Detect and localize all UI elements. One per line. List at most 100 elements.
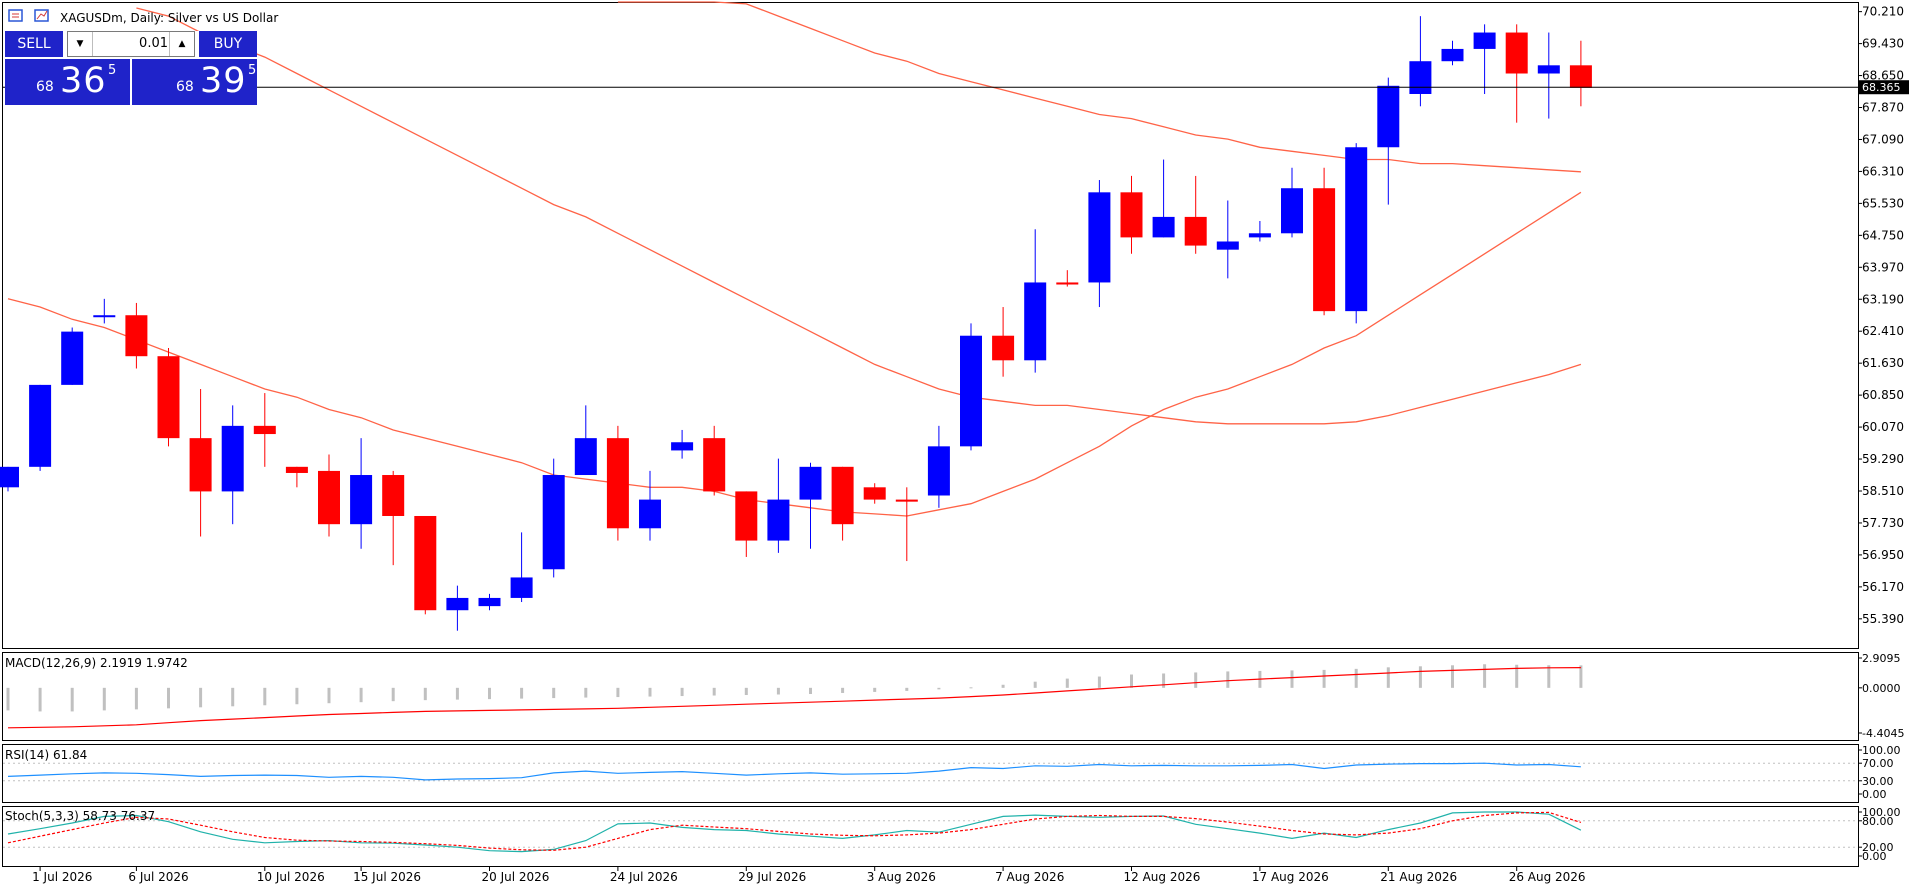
time-tick-label: 6 Jul 2026 xyxy=(128,870,188,884)
candle xyxy=(1216,200,1239,279)
macd-histogram-bar xyxy=(1194,672,1198,688)
price-axis: 70.210 69.430 68.650 67.870 67.090 66.310 65.5… xyxy=(1858,5,1904,626)
candle xyxy=(1473,24,1496,94)
price-tick-label: 60.850 xyxy=(1862,388,1904,402)
candle-body xyxy=(1088,192,1111,283)
macd-histogram-bar xyxy=(38,687,42,712)
macd-histogram-bar xyxy=(199,687,203,708)
candle xyxy=(1088,180,1111,308)
price-tick-label: 61.630 xyxy=(1862,356,1904,370)
current-price-label: 68.365 xyxy=(1859,80,1909,95)
candle xyxy=(542,458,565,578)
candle xyxy=(1377,77,1400,205)
candle xyxy=(382,470,405,566)
candle-body xyxy=(1377,85,1400,148)
rsi-panel[interactable] xyxy=(2,744,1859,803)
candle xyxy=(1441,40,1464,66)
price-tick-label: 59.290 xyxy=(1862,452,1904,466)
macd-histogram-bar xyxy=(359,687,363,703)
macd-histogram-bar xyxy=(1515,664,1519,688)
macd-histogram-bar xyxy=(1226,671,1230,688)
candle-body xyxy=(863,487,886,500)
macd-histogram-bar xyxy=(1130,674,1133,688)
candle-body xyxy=(1473,32,1496,49)
macd-histogram-bar xyxy=(1483,664,1487,688)
macd-histogram-bar xyxy=(1354,668,1358,688)
macd-histogram-bar xyxy=(1097,676,1101,688)
macd-histogram-bar xyxy=(391,687,395,702)
macd-histogram-bar xyxy=(712,687,716,696)
candle-body xyxy=(1056,282,1079,285)
macd-histogram-bar xyxy=(455,687,459,700)
candle-body xyxy=(1281,188,1303,234)
macd-histogram-bar xyxy=(1386,667,1390,688)
candle xyxy=(831,466,854,541)
stoch-signal-line xyxy=(7,811,1582,851)
chart-icon-line xyxy=(36,10,48,20)
candle-body xyxy=(799,466,822,500)
candle xyxy=(285,466,308,488)
macd-histogram-bar xyxy=(1290,670,1294,688)
candle xyxy=(446,585,469,631)
stoch-panel[interactable] xyxy=(2,806,1859,867)
macd-histogram-bar xyxy=(1162,673,1166,688)
window-icon xyxy=(8,9,23,22)
sell-price-box[interactable]: 68 36 5 xyxy=(5,59,130,105)
macd-histogram-bar xyxy=(1418,666,1422,688)
stoch-tick-label: 0.00 xyxy=(1862,850,1887,863)
candle-body xyxy=(767,499,790,541)
macd-histogram-bar xyxy=(102,687,106,711)
price-panel[interactable] xyxy=(2,2,1859,649)
time-tick-label: 20 Jul 2026 xyxy=(482,870,550,884)
macd-histogram-bar xyxy=(1065,678,1069,688)
candle xyxy=(253,393,276,467)
candle xyxy=(703,425,726,496)
lot-decrease-icon[interactable]: ▼ xyxy=(68,32,93,56)
buy-button[interactable]: BUY xyxy=(199,31,257,57)
candle-body xyxy=(1248,233,1271,238)
candle-body xyxy=(671,442,694,451)
price-tick-label: 63.190 xyxy=(1862,292,1904,306)
candle xyxy=(992,307,1015,377)
stoch-series xyxy=(3,811,1858,853)
candle xyxy=(61,327,84,385)
macd-histogram-bar xyxy=(616,687,620,698)
candle-body xyxy=(285,466,308,473)
macd-tick-label: 0.0000 xyxy=(1862,682,1901,695)
time-tick-label: 15 Jul 2026 xyxy=(353,870,421,884)
buy-price-box[interactable]: 68 39 5 xyxy=(132,59,257,105)
candle-body xyxy=(895,499,918,502)
sell-button[interactable]: SELL xyxy=(5,31,63,57)
sell-price-main: 36 xyxy=(60,61,107,101)
sell-price-fraction: 5 xyxy=(108,63,117,78)
candle xyxy=(221,405,244,525)
candle xyxy=(1409,16,1432,107)
lot-increase-icon[interactable]: ▲ xyxy=(169,32,194,56)
macd-signal-line xyxy=(7,666,1581,729)
time-tick-label: 10 Jul 2026 xyxy=(257,870,325,884)
buy-price-fraction: 5 xyxy=(248,63,257,78)
candle xyxy=(639,470,661,541)
candle xyxy=(189,388,212,537)
lot-size-input[interactable] xyxy=(94,32,168,56)
candle xyxy=(29,384,52,471)
symbol-title-text: XAGUSDm, Daily: Silver vs US Dollar xyxy=(60,11,278,25)
candle-body xyxy=(510,577,533,598)
candle xyxy=(1505,24,1528,123)
price-tick-label: 60.070 xyxy=(1862,420,1904,434)
buy-price-main: 39 xyxy=(200,61,247,101)
ma-line-2 xyxy=(136,7,1582,425)
candle xyxy=(799,462,822,549)
rsi-tick-label: 70.00 xyxy=(1862,757,1894,770)
candle-body xyxy=(1441,48,1464,62)
macd-histogram-bar xyxy=(1547,665,1551,688)
symbol-title: XAGUSDm, Daily: Silver vs US Dollar xyxy=(8,9,278,25)
svg-text:68.365: 68.365 xyxy=(1862,81,1901,94)
macd-histogram-bar xyxy=(1001,684,1005,688)
price-tick-label: 64.750 xyxy=(1862,228,1904,242)
candle xyxy=(478,593,501,611)
candle-body xyxy=(1505,32,1528,74)
price-tick-label: 67.870 xyxy=(1862,101,1904,115)
candle xyxy=(1024,229,1047,373)
